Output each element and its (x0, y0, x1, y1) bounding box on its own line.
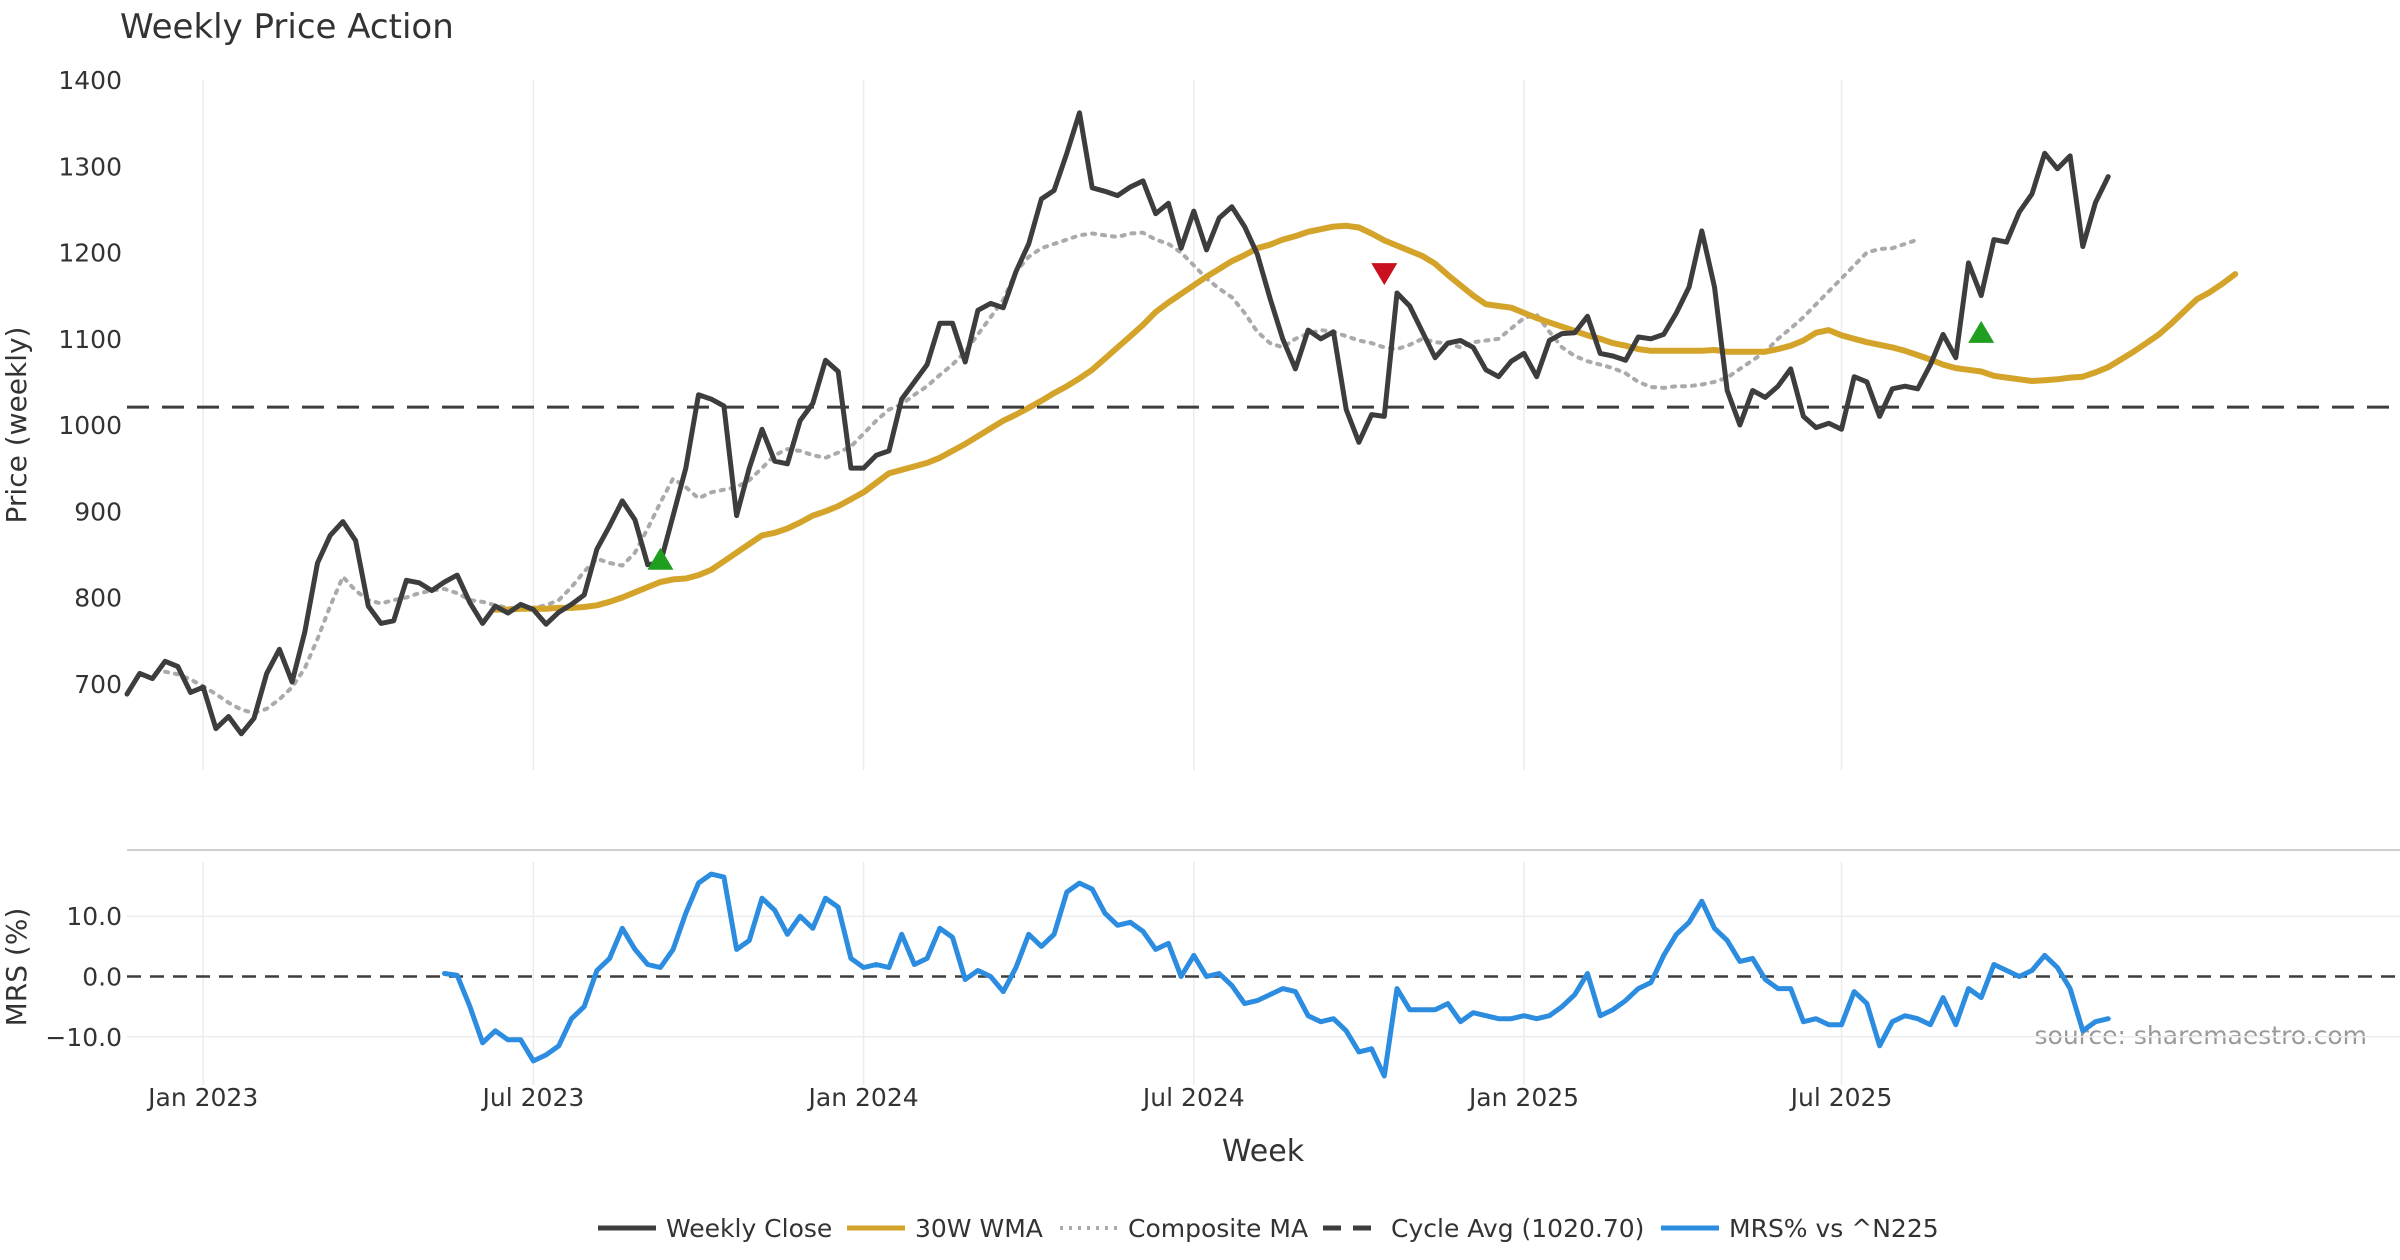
x-axis-ticks: Jan 2023 Jul 2023 Jan 2024 Jul 2024 Jan 2025… (146, 1083, 1892, 1112)
mrs-y-tick-label: 10.0 (66, 902, 122, 931)
chart-title: Weekly Price Action (120, 7, 454, 47)
mrs-y-tick-label: 0.0 (82, 963, 122, 992)
price-y-tick-label: 1300 (58, 152, 122, 181)
price-y-tick-label: 1200 (58, 239, 122, 268)
price-y-ticks: 700 800 900 1000 1100 1200 1300 1400 (58, 66, 122, 699)
x-tick-label: Jul 2024 (1141, 1083, 1245, 1112)
x-tick-label: Jan 2023 (146, 1083, 258, 1112)
price-y-tick-label: 800 (74, 584, 122, 613)
mrs-y-ticks: 10.0 0.0 −10.0 (45, 902, 122, 1052)
legend: Weekly Close 30W WMA Composite MA Cycle Avg… (598, 1214, 1939, 1243)
mrs-panel: 10.0 0.0 −10.0 MRS (%) (0, 862, 2400, 1085)
mrs-series (127, 871, 2400, 1079)
series-weekly-close (124, 110, 2111, 737)
x-tick-label: Jul 2023 (481, 1083, 585, 1112)
mrs-y-axis-label: MRS (%) (0, 908, 33, 1027)
price-y-tick-label: 900 (74, 497, 122, 526)
price-y-tick-label: 1100 (58, 325, 122, 354)
x-axis-label: Week (1222, 1134, 1305, 1169)
x-tick-label: Jan 2025 (1467, 1083, 1579, 1112)
source-annotation: source: sharemaestro.com (2035, 1021, 2368, 1050)
price-y-tick-label: 1000 (58, 411, 122, 440)
buy-signal-marker (647, 547, 674, 570)
price-y-tick-label: 700 (74, 670, 122, 699)
legend-label: 30W WMA (915, 1214, 1043, 1243)
x-tick-label: Jan 2024 (807, 1083, 919, 1112)
series-mrs-vs-n225 (442, 871, 2111, 1079)
buy-signal-marker (1968, 320, 1995, 343)
legend-label: Weekly Close (666, 1214, 832, 1243)
sell-signal-marker (1371, 263, 1398, 286)
price-series (124, 110, 2400, 737)
signal-markers (647, 263, 1995, 570)
price-y-tick-label: 1400 (58, 66, 122, 95)
series-composite-ma (163, 230, 1920, 716)
legend-label: Composite MA (1128, 1214, 1308, 1243)
legend-label: MRS% vs ^N225 (1729, 1214, 1939, 1243)
price-y-axis-label: Price (weekly) (0, 327, 33, 524)
series-30w-wma (492, 222, 2239, 613)
mrs-y-tick-label: −10.0 (45, 1023, 122, 1052)
price-grid (202, 80, 1843, 770)
price-panel: 700 800 900 1000 1100 1200 1300 1400 Price (wee… (0, 66, 2400, 1050)
x-tick-label: Jul 2025 (1789, 1083, 1893, 1112)
legend-label: Cycle Avg (1020.70) (1391, 1214, 1644, 1243)
